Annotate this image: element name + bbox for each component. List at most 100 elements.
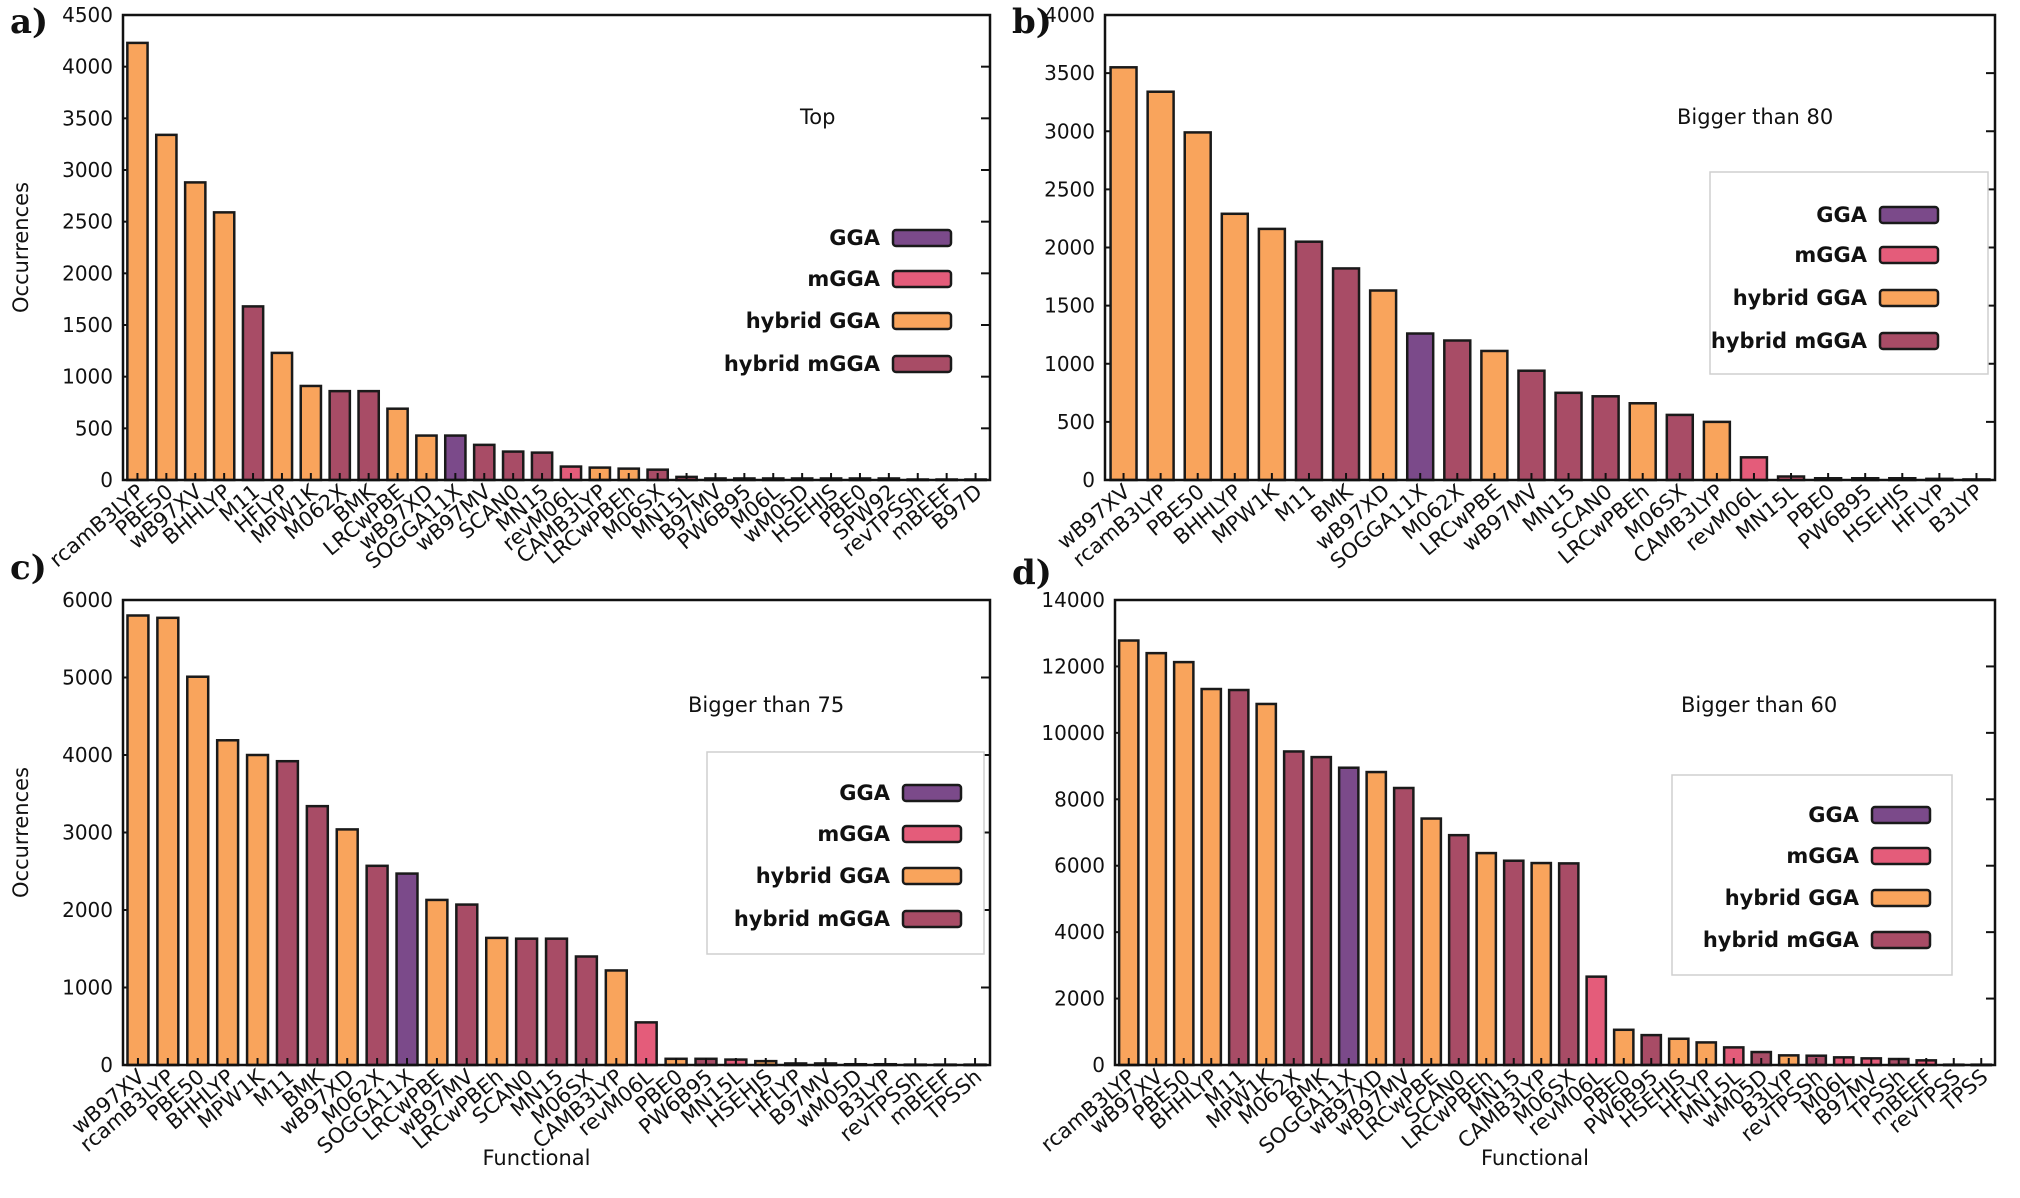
bar-b-SOGGA11X <box>1405 332 1435 482</box>
y-tick-label: 10000 <box>1041 721 1105 745</box>
y-tick-label: 1000 <box>1044 352 1095 376</box>
x-axis-label: Functional <box>1481 1146 1589 1170</box>
y-tick-label: 3000 <box>62 821 113 845</box>
bar-b-CAMB3LYP <box>1702 420 1732 482</box>
bar-c-wB97XD <box>335 828 359 1067</box>
chart-panel-b: 05001000150020002500300035004000wB97XVrc… <box>1044 3 1997 574</box>
y-tick-label: 0 <box>100 468 113 492</box>
legend-label: mGGA <box>1786 844 1859 868</box>
chart-title: Bigger than 80 <box>1677 105 1833 129</box>
legend-swatch <box>1878 331 1940 351</box>
bar-d-wB97XD <box>1365 770 1388 1067</box>
bar-a-HFLYP <box>270 351 294 482</box>
plot-frame <box>1113 598 1997 1067</box>
y-tick-label: 4000 <box>1054 920 1105 944</box>
bar-c-M06SX <box>574 955 599 1067</box>
bar-b-LRCwPBEh <box>1628 402 1657 482</box>
chart-title: Bigger than 75 <box>688 693 844 717</box>
bar-d-PBE50 <box>1172 660 1195 1067</box>
legend-label: hybrid mGGA <box>734 907 891 931</box>
y-tick-label: 1500 <box>62 313 113 337</box>
legend-swatch <box>1878 245 1940 265</box>
bar-c-MPW1K <box>245 753 270 1067</box>
y-tick-label: 0 <box>1082 468 1095 492</box>
plot-frame <box>1103 13 1997 482</box>
y-tick-label: 8000 <box>1054 787 1105 811</box>
chart-title: Bigger than 60 <box>1681 693 1837 717</box>
x-axis-label: Functional <box>482 1146 590 1170</box>
bar-d-MN15 <box>1502 859 1525 1067</box>
chart-panel-d: 02000400060008000100001200014000rcamB3LY… <box>1036 588 1997 1170</box>
legend-label: hybrid mGGA <box>1703 928 1860 952</box>
bar-c-SCAN0 <box>514 937 539 1067</box>
legend-label: hybrid GGA <box>746 309 881 333</box>
y-tick-label: 1500 <box>1044 294 1095 318</box>
chart-title: Top <box>799 105 835 129</box>
y-tick-label: 2500 <box>1044 177 1095 201</box>
bar-d-wB97XV <box>1145 651 1168 1067</box>
y-tick-label: 4000 <box>1044 3 1095 27</box>
y-tick-label: 2000 <box>62 261 113 285</box>
legend-swatch <box>901 909 963 929</box>
bar-a-BHHLYP <box>212 211 236 482</box>
y-tick-label: 3500 <box>1044 61 1095 85</box>
bar-c-PBE50 <box>186 675 210 1067</box>
y-tick-label: 1000 <box>62 365 113 389</box>
legend-box <box>1709 171 1989 375</box>
bar-c-wB97MV <box>455 903 479 1067</box>
y-tick-label: 0 <box>100 1053 113 1077</box>
bar-d-M11 <box>1227 688 1250 1067</box>
legend-swatch <box>1870 846 1932 866</box>
bar-c-BMK <box>305 804 330 1067</box>
bar-c-LRCwPBE <box>425 898 449 1067</box>
legend-label: mGGA <box>807 267 880 291</box>
legend-label: GGA <box>1808 803 1859 827</box>
bar-b-wB97XV <box>1109 66 1138 482</box>
y-tick-label: 3000 <box>62 158 113 182</box>
bar-d-M062X <box>1282 750 1305 1067</box>
legend-swatch <box>891 228 953 248</box>
legend-label: hybrid mGGA <box>1711 329 1868 353</box>
y-tick-label: 4000 <box>62 55 113 79</box>
panel-label-b: b) <box>1012 2 1052 42</box>
legend-swatch <box>901 783 963 803</box>
legend-label: GGA <box>839 781 890 805</box>
bar-c-BHHLYP <box>215 739 240 1067</box>
bar-a-wB97XV <box>183 181 207 482</box>
bar-d-rcamB3LYP <box>1117 639 1140 1067</box>
y-tick-label: 3000 <box>1044 119 1095 143</box>
bar-a-M062X <box>328 389 352 482</box>
y-tick-label: 2000 <box>62 898 113 922</box>
bar-d-BHHLYP <box>1200 687 1223 1067</box>
bar-a-LRCwPBE <box>386 407 409 482</box>
y-axis-label: Occurrences <box>9 767 33 898</box>
bar-c-LRCwPBEh <box>484 936 509 1067</box>
legend-swatch <box>891 311 953 331</box>
bar-b-BHHLYP <box>1220 212 1250 482</box>
bar-b-rcamB3LYP <box>1146 90 1175 482</box>
y-tick-label: 0 <box>1092 1053 1105 1077</box>
bar-d-BMK <box>1310 755 1333 1067</box>
bar-c-rcamB3LYP <box>156 616 180 1067</box>
bar-d-LRCwPBE <box>1420 817 1443 1067</box>
legend-label: mGGA <box>817 822 890 846</box>
y-tick-label: 6000 <box>62 588 113 612</box>
bar-c-wB97XV <box>126 614 150 1067</box>
bar-b-wB97MV <box>1517 369 1546 482</box>
y-tick-label: 3500 <box>62 106 113 130</box>
legend-label: hybrid mGGA <box>724 352 881 376</box>
y-tick-label: 14000 <box>1041 588 1105 612</box>
y-axis-label: Occurrences <box>9 182 33 313</box>
bar-c-MN15 <box>544 937 569 1067</box>
legend-swatch <box>1878 205 1940 225</box>
legend-label: GGA <box>1816 203 1867 227</box>
bar-b-M11 <box>1294 240 1324 482</box>
panel-label-a: a) <box>10 2 49 42</box>
legend-swatch <box>1878 288 1940 308</box>
bar-d-MPW1K <box>1255 702 1278 1067</box>
y-tick-label: 500 <box>75 416 113 440</box>
legend-label: GGA <box>829 226 880 250</box>
bar-a-PBE50 <box>154 133 178 482</box>
plot-frame <box>121 598 992 1067</box>
legend-swatch <box>1870 888 1932 908</box>
